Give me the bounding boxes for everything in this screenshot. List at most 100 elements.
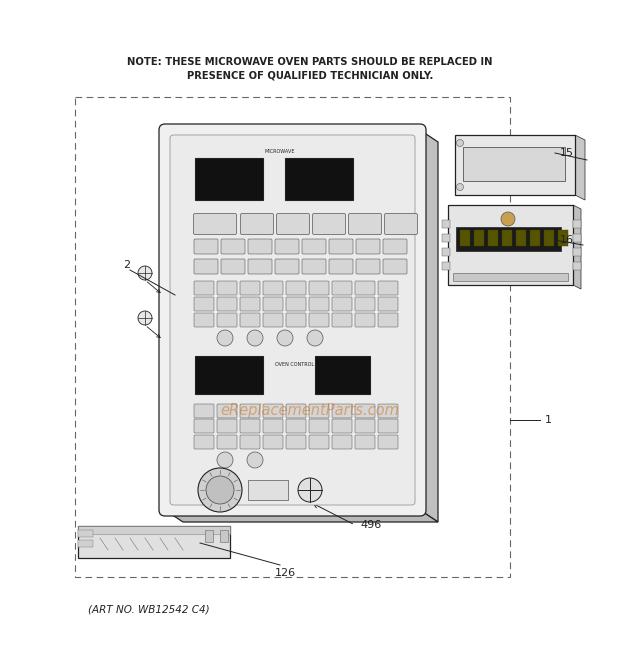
FancyBboxPatch shape	[329, 239, 353, 254]
FancyBboxPatch shape	[355, 435, 375, 449]
FancyBboxPatch shape	[240, 297, 260, 311]
FancyBboxPatch shape	[286, 297, 306, 311]
Bar	[195, 158, 263, 200]
Bar	[460, 230, 470, 246]
Polygon shape	[165, 510, 438, 522]
FancyBboxPatch shape	[355, 281, 375, 295]
FancyBboxPatch shape	[356, 259, 380, 274]
FancyBboxPatch shape	[277, 214, 309, 235]
FancyBboxPatch shape	[263, 297, 283, 311]
Polygon shape	[78, 526, 230, 558]
Bar	[78, 530, 93, 537]
FancyBboxPatch shape	[383, 259, 407, 274]
FancyBboxPatch shape	[355, 297, 375, 311]
FancyBboxPatch shape	[194, 435, 214, 449]
Polygon shape	[573, 205, 581, 289]
Bar	[442, 220, 450, 228]
FancyBboxPatch shape	[194, 297, 214, 311]
FancyBboxPatch shape	[332, 419, 352, 433]
FancyBboxPatch shape	[286, 435, 306, 449]
FancyBboxPatch shape	[248, 239, 272, 254]
Text: (ART NO. WB12542 C4): (ART NO. WB12542 C4)	[88, 605, 210, 615]
Circle shape	[298, 478, 322, 502]
FancyBboxPatch shape	[332, 435, 352, 449]
FancyBboxPatch shape	[217, 435, 237, 449]
Bar	[453, 273, 568, 281]
FancyBboxPatch shape	[378, 297, 398, 311]
FancyBboxPatch shape	[378, 419, 398, 433]
Text: OVEN CONTROL: OVEN CONTROL	[275, 362, 314, 367]
FancyBboxPatch shape	[248, 259, 272, 274]
Circle shape	[217, 330, 233, 346]
FancyBboxPatch shape	[217, 281, 237, 295]
FancyBboxPatch shape	[263, 313, 283, 327]
FancyBboxPatch shape	[263, 281, 283, 295]
FancyBboxPatch shape	[302, 239, 326, 254]
Bar	[220, 530, 228, 542]
Text: PRESENCE OF QUALIFIED TECHNICIAN ONLY.: PRESENCE OF QUALIFIED TECHNICIAN ONLY.	[187, 71, 433, 81]
FancyBboxPatch shape	[240, 313, 260, 327]
Circle shape	[277, 330, 293, 346]
Text: 2: 2	[123, 260, 131, 270]
FancyBboxPatch shape	[240, 404, 260, 418]
FancyBboxPatch shape	[194, 404, 214, 418]
Circle shape	[307, 330, 323, 346]
Bar	[573, 234, 581, 242]
FancyBboxPatch shape	[355, 404, 375, 418]
FancyBboxPatch shape	[309, 404, 329, 418]
FancyBboxPatch shape	[332, 281, 352, 295]
FancyBboxPatch shape	[240, 419, 260, 433]
FancyBboxPatch shape	[221, 239, 245, 254]
FancyBboxPatch shape	[263, 419, 283, 433]
Circle shape	[247, 330, 263, 346]
Bar	[573, 220, 581, 228]
FancyBboxPatch shape	[286, 419, 306, 433]
Bar	[248, 480, 288, 500]
FancyBboxPatch shape	[348, 214, 381, 235]
Circle shape	[217, 452, 233, 468]
Circle shape	[138, 266, 152, 280]
FancyBboxPatch shape	[275, 259, 299, 274]
FancyBboxPatch shape	[332, 297, 352, 311]
FancyBboxPatch shape	[221, 259, 245, 274]
FancyBboxPatch shape	[309, 435, 329, 449]
FancyBboxPatch shape	[217, 313, 237, 327]
Circle shape	[456, 139, 464, 147]
Bar	[442, 262, 450, 270]
Bar	[78, 526, 230, 534]
FancyBboxPatch shape	[355, 313, 375, 327]
FancyBboxPatch shape	[332, 313, 352, 327]
FancyBboxPatch shape	[332, 404, 352, 418]
Bar	[544, 230, 554, 246]
FancyBboxPatch shape	[378, 313, 398, 327]
Text: 16: 16	[560, 235, 574, 245]
Bar	[195, 356, 263, 394]
Polygon shape	[575, 135, 585, 200]
Text: 15: 15	[560, 148, 574, 158]
Bar	[442, 248, 450, 256]
FancyBboxPatch shape	[383, 239, 407, 254]
FancyBboxPatch shape	[378, 435, 398, 449]
Bar	[558, 230, 568, 246]
Bar	[463, 147, 565, 181]
Bar	[205, 530, 213, 542]
FancyBboxPatch shape	[378, 404, 398, 418]
Bar	[502, 230, 512, 246]
FancyBboxPatch shape	[263, 435, 283, 449]
Bar	[573, 262, 581, 270]
FancyBboxPatch shape	[286, 404, 306, 418]
FancyBboxPatch shape	[302, 259, 326, 274]
FancyBboxPatch shape	[194, 419, 214, 433]
FancyBboxPatch shape	[240, 281, 260, 295]
FancyBboxPatch shape	[286, 313, 306, 327]
FancyBboxPatch shape	[309, 313, 329, 327]
Text: 496: 496	[360, 520, 381, 530]
FancyBboxPatch shape	[309, 281, 329, 295]
FancyBboxPatch shape	[241, 214, 273, 235]
Bar	[78, 540, 93, 547]
Bar	[442, 234, 450, 242]
Text: 126: 126	[275, 568, 296, 578]
FancyBboxPatch shape	[312, 214, 345, 235]
FancyBboxPatch shape	[309, 419, 329, 433]
FancyBboxPatch shape	[194, 281, 214, 295]
